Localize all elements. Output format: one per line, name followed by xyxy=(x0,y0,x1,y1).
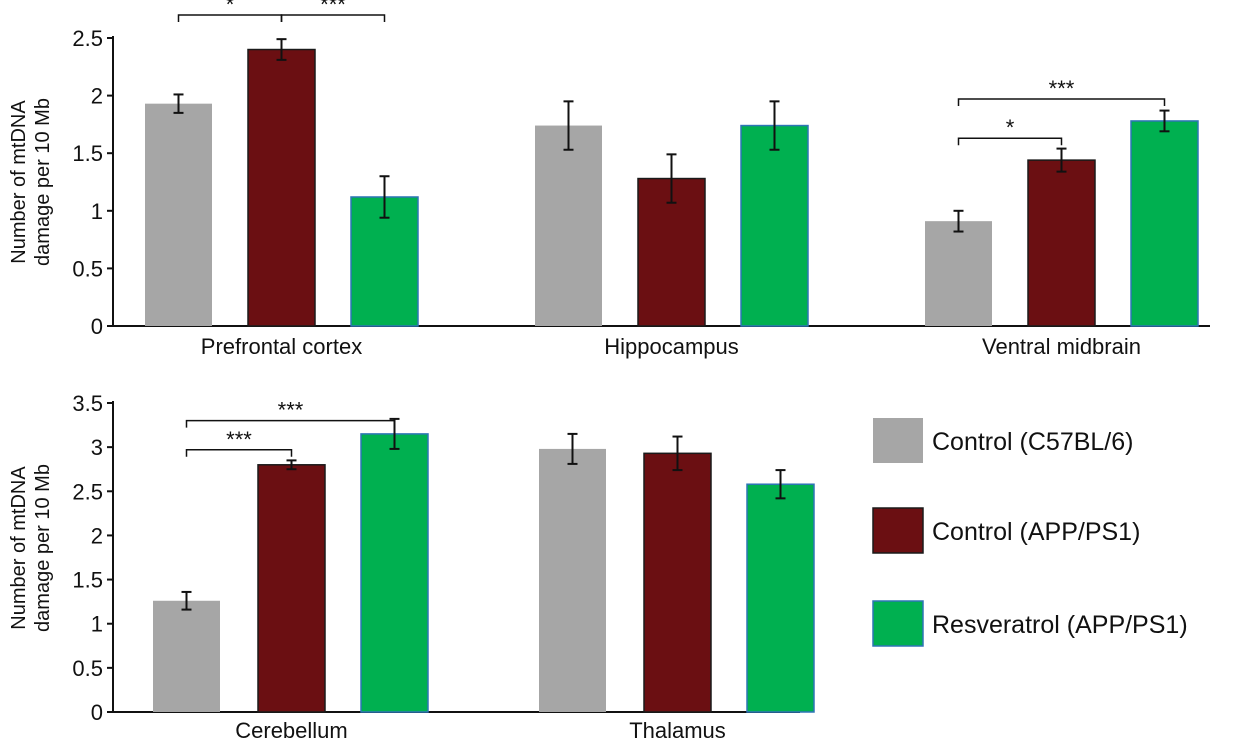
y-tick-label: 2 xyxy=(91,523,103,548)
legend-label: Resveratrol (APP/PS1) xyxy=(932,611,1188,639)
significance-bracket xyxy=(185,419,396,428)
bar xyxy=(1130,120,1199,327)
bar xyxy=(257,464,326,713)
significance-label: * xyxy=(226,0,235,17)
y-tick-label: 0.5 xyxy=(72,256,103,281)
y-axis-label: damage per 10 Mb xyxy=(32,464,54,632)
y-tick-label: 0.5 xyxy=(72,656,103,681)
bar xyxy=(247,48,316,327)
y-tick-label: 2.5 xyxy=(72,26,103,51)
significance-label: *** xyxy=(320,0,346,17)
legend-swatch xyxy=(873,418,923,463)
bar xyxy=(145,103,212,326)
bar xyxy=(153,600,220,712)
y-tick-label: 0 xyxy=(91,314,103,339)
y-axis-label: Number of mtDNA xyxy=(8,100,30,264)
significance-label: *** xyxy=(226,427,252,452)
y-tick-label: 1.5 xyxy=(72,568,103,593)
category-label: Hippocampus xyxy=(604,334,739,359)
bar xyxy=(740,124,809,327)
y-tick-label: 1 xyxy=(91,612,103,637)
bar xyxy=(746,483,815,713)
significance-label: *** xyxy=(1049,76,1075,101)
legend-swatch xyxy=(872,507,924,554)
y-tick-label: 2 xyxy=(91,84,103,109)
category-label: Thalamus xyxy=(629,718,726,743)
significance-label: *** xyxy=(278,398,304,423)
category-label: Cerebellum xyxy=(235,718,348,743)
y-tick-label: 2.5 xyxy=(72,479,103,504)
y-tick-label: 1 xyxy=(91,199,103,224)
y-tick-label: 3.5 xyxy=(72,391,103,416)
significance-bracket xyxy=(957,98,1166,107)
category-label: Ventral midbrain xyxy=(982,334,1141,359)
significance-bracket xyxy=(280,14,386,22)
y-tick-label: 1.5 xyxy=(72,141,103,166)
bar xyxy=(925,221,992,326)
bar xyxy=(539,448,606,712)
bar xyxy=(1027,159,1096,327)
legend-swatch xyxy=(872,600,924,647)
significance-label: * xyxy=(1006,115,1015,140)
significance-bracket xyxy=(185,449,293,457)
bar xyxy=(535,125,602,326)
y-axis-label: damage per 10 Mb xyxy=(32,98,54,266)
y-tick-label: 3 xyxy=(91,435,103,460)
y-axis-label: Number of mtDNA xyxy=(8,466,30,630)
bar xyxy=(643,452,712,713)
chart-bottom: 0 0.5 1 1.5 2 2.5 3 3.5 Number of mtDNA damage pe… xyxy=(8,391,815,743)
legend-label: Control (APP/PS1) xyxy=(932,518,1140,546)
category-label: Prefrontal cortex xyxy=(201,334,362,359)
legend-label: Control (C57BL/6) xyxy=(932,428,1133,456)
significance-bracket xyxy=(957,137,1063,146)
y-tick-label: 0 xyxy=(91,700,103,725)
chart-top: 0 0.5 1 1.5 2 2.5 Number of mtDNA damage per 10… xyxy=(8,0,1210,359)
bar xyxy=(360,433,429,713)
legend: Control (C57BL/6) Control (APP/PS1) Resver… xyxy=(872,418,1188,647)
